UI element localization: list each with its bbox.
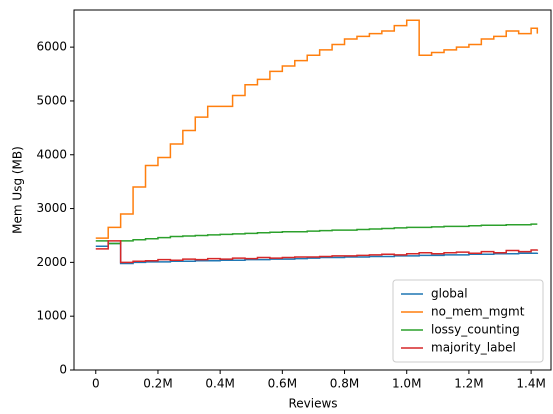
y-tick-label: 2000	[36, 255, 67, 269]
y-tick-label: 0	[59, 363, 67, 377]
x-tick-label: 1.4M	[516, 377, 545, 391]
x-axis-label: Reviews	[288, 397, 337, 411]
series-line	[95, 242, 539, 265]
series-line	[95, 240, 539, 264]
y-tick-label: 3000	[36, 201, 67, 215]
y-tick-label: 5000	[36, 93, 67, 107]
x-tick-label: 0.2M	[143, 377, 172, 391]
legend-label: no_mem_mgmt	[431, 305, 525, 319]
x-tick-label: 0.6M	[268, 377, 297, 391]
x-tick-label: 1.0M	[392, 377, 421, 391]
y-tick-label: 1000	[36, 309, 67, 323]
series-line	[95, 223, 538, 245]
y-axis-label: Mem Usg (MB)	[11, 146, 25, 234]
legend-label: majority_label	[431, 341, 516, 355]
plot-frame	[73, 9, 552, 371]
x-tick-label: 0.8M	[330, 377, 359, 391]
legend-box	[392, 279, 544, 363]
legend-label: lossy_counting	[431, 323, 520, 337]
x-tick-label: 1.2M	[454, 377, 483, 391]
x-tick-label: 0	[92, 377, 100, 391]
y-tick-label: 4000	[36, 147, 67, 161]
y-tick-label: 6000	[36, 40, 67, 54]
legend-label: global	[431, 287, 468, 301]
x-tick-label: 0.4M	[205, 377, 234, 391]
series-line	[95, 19, 539, 239]
